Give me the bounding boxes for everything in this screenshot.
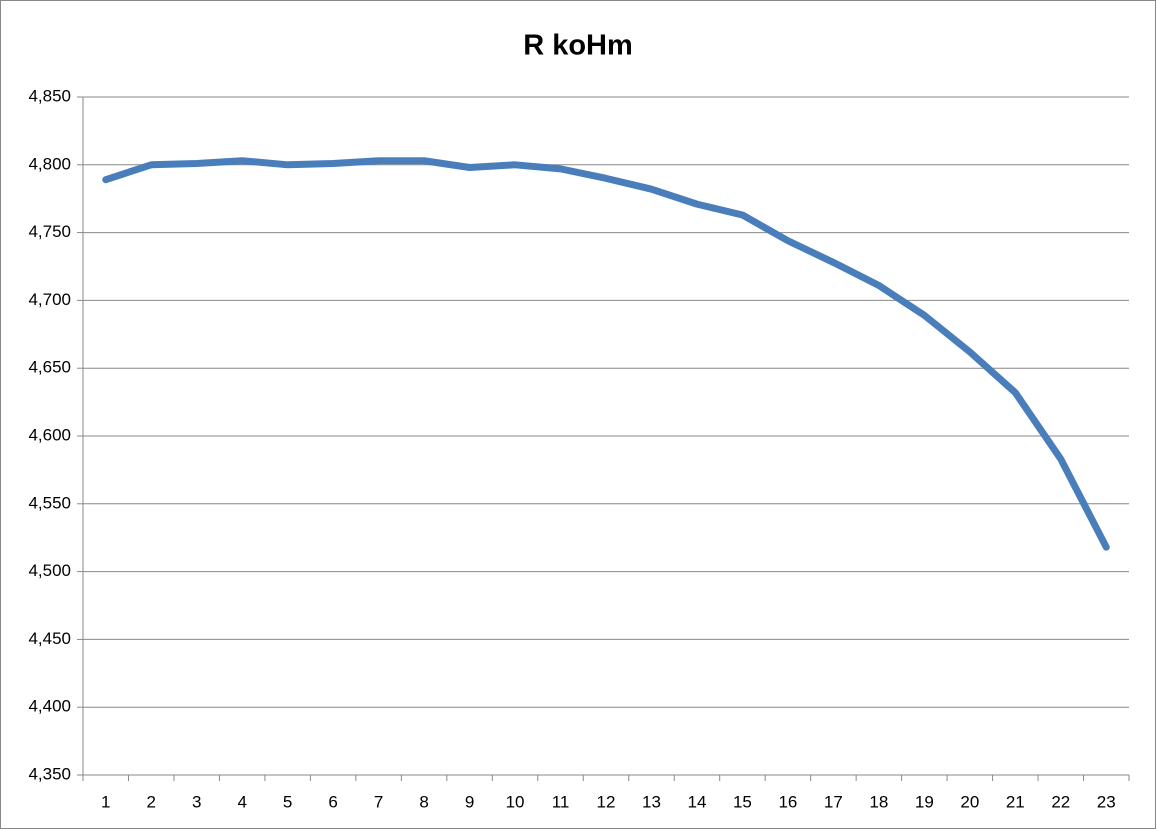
x-tick-label: 3 xyxy=(192,792,201,811)
x-tick-label: 23 xyxy=(1097,792,1116,811)
x-tick-label: 20 xyxy=(960,792,979,811)
x-tick-label: 10 xyxy=(506,792,525,811)
x-tick-label: 12 xyxy=(597,792,616,811)
y-tick-label: 4,550 xyxy=(28,493,71,512)
x-tick-label: 18 xyxy=(869,792,888,811)
y-tick-label: 4,700 xyxy=(28,290,71,309)
x-tick-label: 17 xyxy=(824,792,843,811)
x-tick-label: 9 xyxy=(465,792,474,811)
x-tick-label: 22 xyxy=(1051,792,1070,811)
data-line xyxy=(102,157,1110,551)
chart-title: R koHm xyxy=(523,30,633,62)
x-tick-label: 1 xyxy=(101,792,110,811)
y-tick-label: 4,600 xyxy=(28,425,71,444)
y-tick-label: 4,800 xyxy=(28,154,71,173)
y-tick-label: 4,450 xyxy=(28,629,71,648)
y-tick-label: 4,350 xyxy=(28,764,71,783)
x-tick-label: 14 xyxy=(687,792,706,811)
x-tick-label: 6 xyxy=(328,792,337,811)
y-tick-label: 4,850 xyxy=(28,86,71,105)
x-tick-label: 15 xyxy=(733,792,752,811)
x-tick-label: 11 xyxy=(552,792,570,811)
y-tick-label: 4,400 xyxy=(28,697,71,716)
y-tick-label: 4,750 xyxy=(28,222,71,241)
x-tick-label: 5 xyxy=(283,792,292,811)
x-tick-label: 16 xyxy=(778,792,797,811)
x-tick-label: 8 xyxy=(419,792,428,811)
x-tick-label: 4 xyxy=(237,792,246,811)
y-tick-label: 4,500 xyxy=(28,561,71,580)
x-tick-label: 13 xyxy=(642,792,661,811)
x-tick-label: 21 xyxy=(1006,792,1025,811)
x-tick-label: 7 xyxy=(374,792,383,811)
y-tick-label: 4,650 xyxy=(28,358,71,377)
x-tick-label: 2 xyxy=(146,792,155,811)
x-tick-label: 19 xyxy=(915,792,934,811)
